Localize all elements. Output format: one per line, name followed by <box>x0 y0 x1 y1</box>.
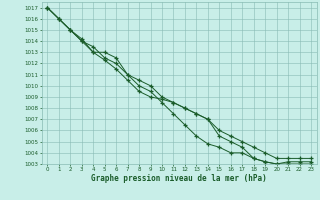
X-axis label: Graphe pression niveau de la mer (hPa): Graphe pression niveau de la mer (hPa) <box>91 174 267 183</box>
